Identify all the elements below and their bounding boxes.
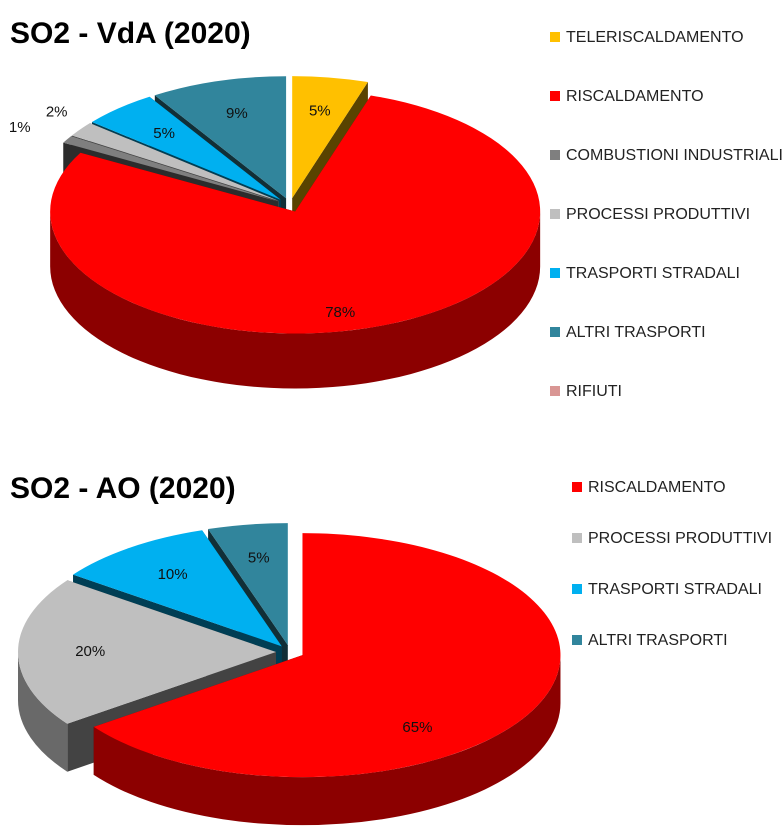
legend-label: RISCALDAMENTO [566, 88, 704, 105]
data-label: 78% [325, 304, 355, 321]
chart-title: SO2 - AO (2020) [10, 472, 236, 505]
slice-top [18, 580, 276, 724]
data-label: 5% [248, 549, 270, 566]
legend-label: RISCALDAMENTO [588, 479, 726, 496]
legend-swatch [572, 482, 582, 492]
pie-slice [93, 533, 561, 826]
legend-swatch [550, 386, 560, 396]
data-label: 5% [153, 125, 175, 142]
pie-chart: SO2 - VdA (2020) TELERISCALDAMENTO RISCALD… [9, 17, 783, 400]
slice-top [292, 76, 368, 199]
legend-label: ALTRI TRASPORTI [588, 632, 728, 649]
legend-label: RIFIUTI [566, 383, 622, 400]
legend-label: TRASPORTI STRADALI [588, 581, 762, 598]
pie-slice [50, 95, 541, 389]
slice-top [154, 76, 287, 199]
data-label: 1% [9, 119, 31, 136]
slice-top [93, 533, 561, 778]
slice-side [50, 211, 541, 389]
slice-top [91, 96, 281, 200]
legend-swatch [572, 584, 582, 594]
legend-label: PROCESSI PRODUTTIVI [566, 206, 750, 223]
legend-label: ALTRI TRASPORTI [566, 324, 706, 341]
legend-swatch [550, 150, 560, 160]
data-label: 65% [402, 719, 432, 736]
legend-swatch [550, 209, 560, 219]
legend-label: TELERISCALDAMENTO [566, 29, 744, 46]
legend-swatch [550, 268, 560, 278]
data-label: 20% [75, 643, 105, 660]
data-label: 10% [158, 566, 188, 583]
chart-title: SO2 - VdA (2020) [10, 17, 251, 50]
slice-side [93, 655, 561, 826]
slice-top [73, 530, 282, 647]
legend-swatch [550, 327, 560, 337]
data-label: 2% [46, 104, 68, 121]
legend-swatch [550, 32, 560, 42]
legend-label: TRASPORTI STRADALI [566, 265, 740, 282]
slice-top [63, 136, 278, 202]
data-label: 5% [309, 102, 331, 119]
slice-side [18, 652, 68, 772]
slice-top [50, 95, 541, 334]
pie-chart: SO2 - AO (2020) RISCALDAMENTO PROCESSI PRO… [10, 472, 772, 826]
data-label: 9% [226, 105, 248, 122]
legend-label: PROCESSI PRODUTTIVI [588, 530, 772, 547]
legend-swatch [572, 635, 582, 645]
legend-label: COMBUSTIONI INDUSTRIALI [566, 147, 783, 164]
slice-top [71, 123, 279, 201]
legend-swatch [572, 533, 582, 543]
slice-top [208, 523, 288, 646]
legend-swatch [550, 91, 560, 101]
